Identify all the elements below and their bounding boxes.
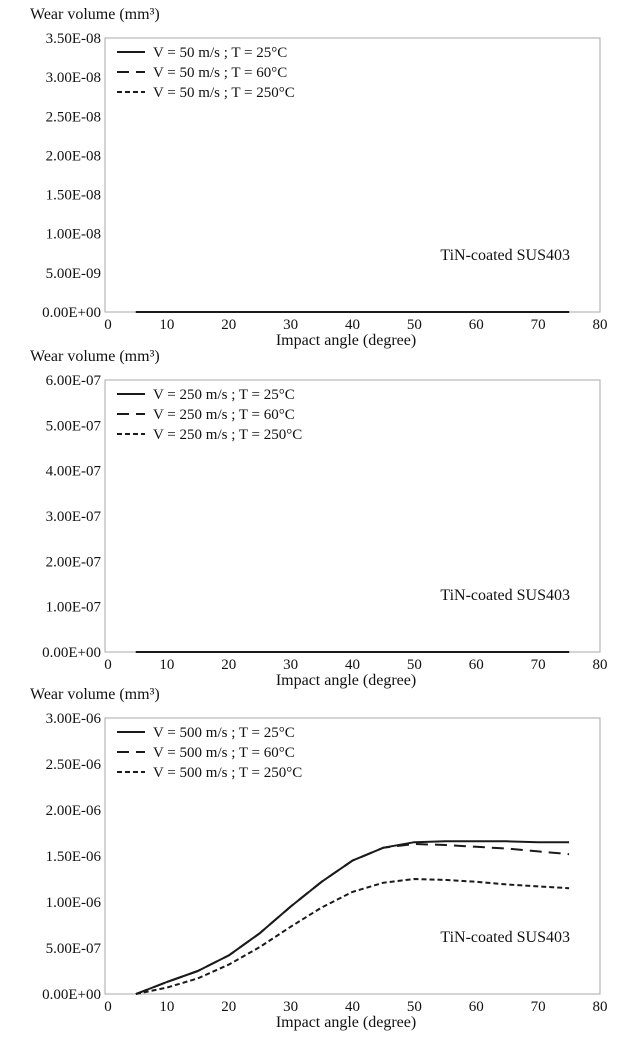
chart-annotation: TiN-coated SUS403 [440, 929, 570, 946]
x-tick-label: 30 [283, 999, 298, 1015]
x-tick-label: 80 [593, 657, 608, 673]
x-tick-label: 50 [407, 657, 422, 673]
series-line-solid [135, 840, 570, 995]
y-tick-label: 4.00E-07 [46, 464, 102, 480]
x-tick-label: 40 [345, 999, 360, 1015]
x-tick-label: 30 [283, 317, 298, 333]
y-tick-label: 0.00E+00 [42, 645, 101, 661]
x-tick-label: 70 [531, 999, 546, 1015]
y-tick-label: 2.00E-07 [46, 554, 102, 570]
y-tick-label: 3.00E-07 [46, 509, 102, 525]
chart-panel-2: 0.00E+00 1.00E-07 2.00E-07 3.00E-07 4.00E-07… [30, 348, 608, 689]
x-axis-title: Impact angle (degree) [276, 332, 416, 349]
x-tick-label: 0 [104, 999, 112, 1015]
x-tick-label: 80 [593, 999, 608, 1015]
legend-entry: V = 50 m/s ; T = 250°C [153, 85, 295, 101]
x-tick-label: 10 [159, 999, 174, 1015]
legend-entry: V = 250 m/s ; T = 25°C [153, 387, 295, 403]
y-tick-label: 5.00E-07 [46, 941, 102, 957]
x-axis-title: Impact angle (degree) [276, 672, 416, 689]
x-tick-label: 40 [345, 657, 360, 673]
x-tick-label: 50 [407, 999, 422, 1015]
y-axis-title: Wear volume (mm³) [30, 6, 160, 23]
chart-annotation: TiN-coated SUS403 [440, 247, 570, 264]
plot-frame [104, 717, 601, 995]
x-tick-label: 60 [469, 999, 484, 1015]
y-tick-label: 1.00E-08 [46, 227, 101, 243]
y-tick-label: 2.50E-08 [46, 109, 101, 125]
x-tick-label: 20 [221, 999, 236, 1015]
chart-annotation: TiN-coated SUS403 [440, 587, 570, 604]
y-tick-label: 3.00E-08 [46, 70, 101, 86]
x-tick-label: 70 [531, 657, 546, 673]
x-tick-label: 10 [159, 657, 174, 673]
y-tick-label: 2.00E-08 [46, 148, 101, 164]
x-tick-label: 80 [593, 317, 608, 333]
y-tick-label: 6.00E-07 [46, 373, 102, 389]
y-tick-label: 3.00E-06 [46, 711, 102, 727]
y-tick-label: 0.00E+00 [42, 305, 101, 321]
y-tick-label: 2.00E-06 [46, 803, 102, 819]
legend-entry: V = 500 m/s ; T = 60°C [153, 745, 295, 761]
y-tick-label: 1.00E-06 [46, 895, 102, 911]
x-tick-label: 50 [407, 317, 422, 333]
legend-entry: V = 250 m/s ; T = 60°C [153, 407, 295, 423]
y-tick-label: 2.50E-06 [46, 757, 102, 773]
y-tick-label: 1.50E-08 [46, 188, 101, 204]
series-line-dotted [135, 878, 570, 995]
y-axis-title: Wear volume (mm³) [30, 686, 160, 703]
y-tick-label: 5.00E-07 [46, 418, 102, 434]
x-tick-label: 0 [104, 657, 112, 673]
x-tick-label: 60 [469, 657, 484, 673]
x-tick-label: 20 [221, 657, 236, 673]
y-axis-title: Wear volume (mm³) [30, 348, 160, 365]
x-tick-label: 20 [221, 317, 236, 333]
legend-entry: V = 500 m/s ; T = 25°C [153, 725, 295, 741]
x-tick-label: 70 [531, 317, 546, 333]
chart-panel-1: 0.00E+00 5.00E-09 1.00E-08 1.50E-08 2.00E-08… [30, 6, 608, 349]
y-tick-label: 5.00E-09 [46, 266, 101, 282]
x-tick-label: 40 [345, 317, 360, 333]
y-tick-label: 1.00E-07 [46, 600, 102, 616]
x-tick-label: 0 [104, 317, 112, 333]
legend-entry: V = 50 m/s ; T = 60°C [153, 65, 287, 81]
x-axis-title: Impact angle (degree) [276, 1014, 416, 1031]
y-tick-label: 1.50E-06 [46, 849, 102, 865]
legend-entry: V = 500 m/s ; T = 250°C [153, 765, 302, 781]
y-tick-label: 0.00E+00 [42, 987, 101, 1003]
x-tick-label: 60 [469, 317, 484, 333]
series-line-dashed [135, 843, 570, 995]
legend-entry: V = 250 m/s ; T = 250°C [153, 427, 302, 443]
y-tick-label: 3.50E-08 [46, 31, 101, 47]
x-tick-label: 30 [283, 657, 298, 673]
legend-entry: V = 50 m/s ; T = 25°C [153, 45, 287, 61]
chart-panel-3: 0.00E+00 5.00E-07 1.00E-06 1.50E-06 2.00E-06… [30, 686, 608, 1031]
x-tick-label: 10 [159, 317, 174, 333]
